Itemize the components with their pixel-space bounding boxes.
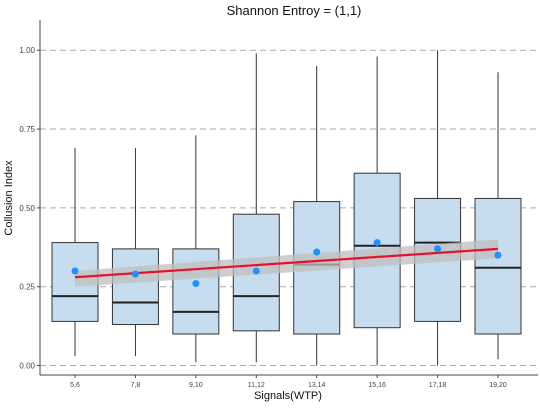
box-5-6 xyxy=(51,147,99,357)
axes: 0.00 0.25 0.50 0.75 1.00 5,6 7,8 9,10 11,12 13,14… xyxy=(19,20,538,389)
y-tick-label: 1.00 xyxy=(19,46,35,55)
x-tick-label: 7,8 xyxy=(131,382,141,389)
trend-layer xyxy=(74,239,499,287)
box-body xyxy=(111,248,159,326)
mean-points xyxy=(71,239,502,288)
mean-point xyxy=(252,267,260,275)
x-tick-label: 19,20 xyxy=(489,382,507,389)
box-17-18 xyxy=(414,50,462,366)
y-tick-label: 0.25 xyxy=(19,283,35,292)
trend-line xyxy=(74,247,499,279)
x-tick-label: 5,6 xyxy=(70,382,80,389)
mean-point xyxy=(131,270,139,278)
mean-point xyxy=(494,251,502,259)
x-tick-label: 9,10 xyxy=(189,382,203,389)
box-body xyxy=(474,197,522,335)
mean-point xyxy=(71,267,79,275)
x-tick-label: 13,14 xyxy=(308,382,326,389)
y-tick-label: 0.50 xyxy=(19,204,35,213)
x-axis-label: Signals(WTP) xyxy=(254,390,322,402)
box-19-20 xyxy=(474,72,522,360)
mean-point xyxy=(373,239,381,247)
mean-point xyxy=(313,248,321,256)
x-tick-label: 17,18 xyxy=(429,382,447,389)
chart-title: Shannon Entroy = (1,1) xyxy=(227,3,362,18)
y-tick-label: 0.00 xyxy=(19,362,35,371)
mean-point xyxy=(434,245,442,253)
box-15-16 xyxy=(353,56,401,366)
box-13-14 xyxy=(293,65,341,366)
y-tick-label: 0.75 xyxy=(19,125,35,134)
box-7-8 xyxy=(111,147,159,357)
mean-point xyxy=(192,280,200,288)
box-9-10 xyxy=(172,135,220,363)
x-tick-label: 15,16 xyxy=(368,382,386,389)
y-axis-label: Collusion Index xyxy=(3,160,15,236)
x-tick-label: 11,12 xyxy=(248,382,265,389)
